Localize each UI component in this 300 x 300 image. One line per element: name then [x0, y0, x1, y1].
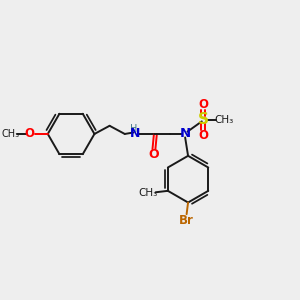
Text: CH₃: CH₃: [214, 115, 234, 125]
Text: O: O: [148, 148, 159, 161]
Text: O: O: [198, 129, 208, 142]
Text: O: O: [198, 98, 208, 111]
Text: O: O: [25, 128, 35, 140]
Text: Br: Br: [179, 214, 194, 227]
Text: H: H: [130, 124, 137, 134]
Text: N: N: [130, 128, 140, 140]
Text: CH₃: CH₃: [138, 188, 158, 198]
Text: CH₃: CH₃: [2, 129, 20, 139]
Text: S: S: [198, 112, 209, 128]
Text: N: N: [180, 127, 191, 140]
